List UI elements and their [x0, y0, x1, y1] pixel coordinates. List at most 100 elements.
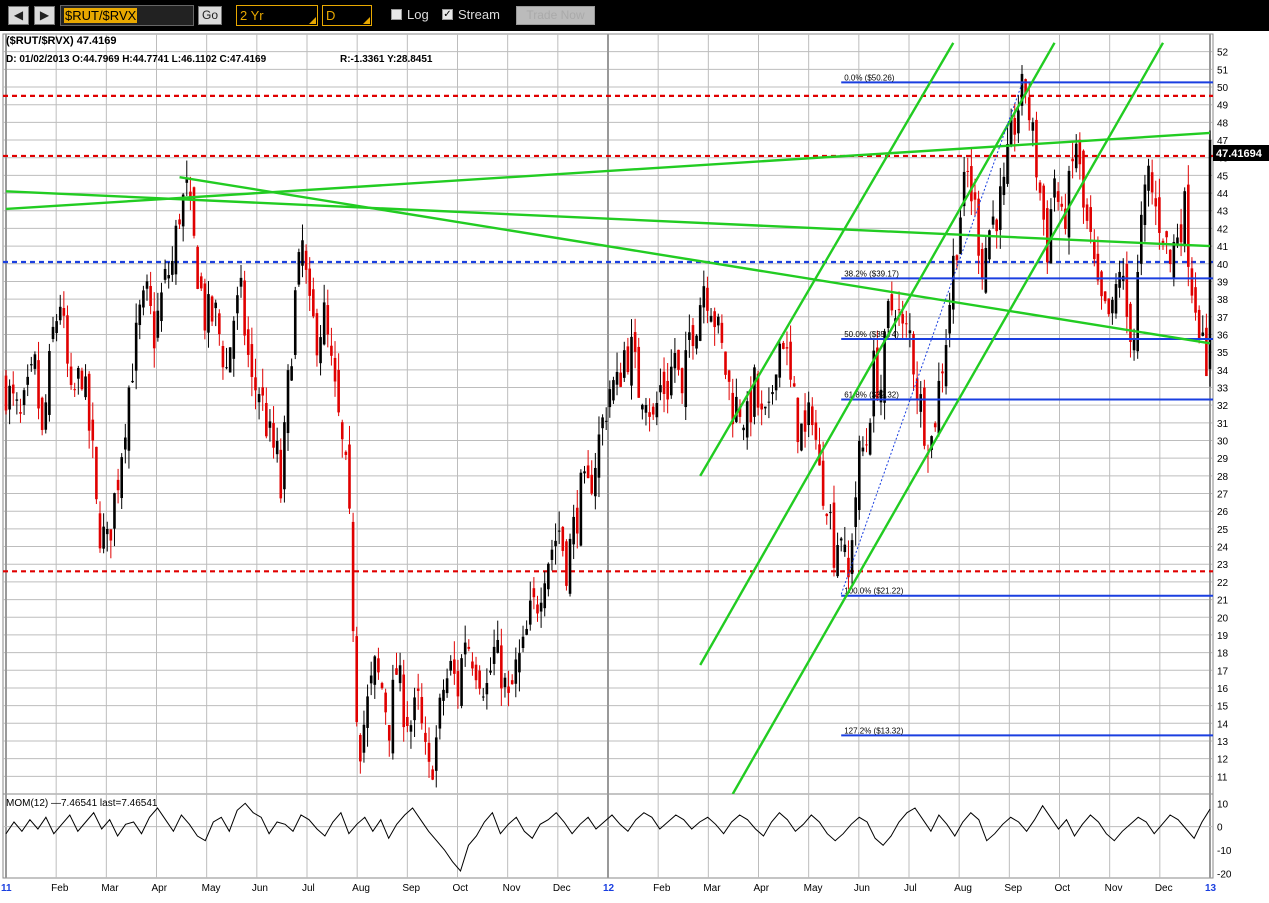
candle-body [1172, 241, 1176, 279]
candle-body [431, 769, 434, 780]
y-tick-label: 31 [1217, 419, 1229, 430]
log-label: Log [407, 7, 429, 22]
candle-body [507, 686, 510, 693]
candle-body [1064, 208, 1067, 229]
candle-body [532, 588, 536, 598]
candle-body [630, 336, 633, 386]
candle-body [77, 368, 80, 379]
y-tick-label: 19 [1217, 631, 1229, 642]
stream-checkbox[interactable]: ✓ [442, 9, 453, 20]
symbol-input[interactable]: $RUT/$RVX [60, 5, 194, 26]
candle-body [626, 346, 630, 373]
y-tick-label: 41 [1217, 242, 1229, 253]
frequency-select[interactable]: D [322, 5, 372, 26]
candle-body [214, 302, 218, 309]
candle-body [58, 306, 62, 321]
candle-body [189, 191, 192, 199]
price-chart-svg: 0.0% ($50.26) 38.2% ($39.17) 50.0% ($35.74… [0, 31, 1269, 898]
candle-body [481, 696, 485, 698]
candle-body [1031, 122, 1035, 131]
candle-body [1107, 298, 1111, 315]
candle-body [594, 467, 597, 497]
candle-body [865, 444, 868, 446]
forward-button[interactable]: ▶ [34, 6, 55, 25]
y-tick-label: 28 [1217, 472, 1229, 483]
candle-body [601, 417, 604, 429]
candle-body [62, 308, 66, 316]
candle-body [1197, 309, 1201, 339]
trade-now-button[interactable]: Trade Now [516, 6, 595, 25]
candle-body [518, 653, 521, 673]
x-tick-label: Jun [854, 883, 870, 894]
candle-body [583, 471, 586, 474]
candle-body [666, 380, 669, 400]
candle-body [731, 392, 735, 425]
candle-body [528, 600, 532, 625]
y-tick-label: 37 [1217, 313, 1229, 324]
y-tick-label: 29 [1217, 454, 1229, 465]
candle-body [37, 360, 40, 409]
candle-body [510, 680, 514, 685]
candle-body [283, 422, 286, 490]
candle-body [514, 659, 518, 684]
last-price-label: 47.41694 [1216, 148, 1263, 160]
candle-body [30, 364, 33, 366]
candle-body [1006, 143, 1009, 184]
candle-body [944, 345, 948, 387]
candle-body [648, 412, 651, 417]
y-tick-label: 15 [1217, 702, 1229, 713]
candle-body [1017, 110, 1020, 134]
candle-body [568, 538, 572, 594]
candle-body [995, 219, 998, 232]
candle-body [550, 549, 554, 560]
candle-body [1183, 191, 1186, 246]
candle-body [351, 521, 355, 632]
y-tick-label: 14 [1217, 719, 1229, 730]
candle-body [897, 309, 901, 311]
candle-body [1114, 284, 1118, 314]
candle-body [1136, 271, 1139, 352]
back-button[interactable]: ◀ [8, 6, 29, 25]
y-tick-label: 39 [1217, 277, 1229, 288]
candle-body [290, 366, 293, 381]
candles [4, 65, 1212, 788]
candle-body [984, 248, 988, 293]
candle-body [359, 734, 362, 762]
candle-body [181, 194, 185, 227]
y-tick-label: 24 [1217, 543, 1229, 554]
y-tick-label: 16 [1217, 684, 1229, 695]
candle-body [453, 659, 456, 674]
fib-level-label: 0.0% ($50.26) [844, 73, 895, 82]
candle-body [1190, 268, 1194, 296]
mom-tick-label: -10 [1217, 846, 1232, 857]
candle-body [225, 367, 228, 369]
candle-body [340, 422, 344, 440]
y-tick-label: 45 [1217, 171, 1229, 182]
candle-body [257, 394, 261, 403]
fibonacci-retracement: 0.0% ($50.26) 38.2% ($39.17) 50.0% ($35.74… [841, 73, 1213, 737]
candle-body [879, 389, 883, 403]
period-select[interactable]: 2 Yr [236, 5, 318, 26]
candle-body [160, 292, 163, 322]
candle-body [51, 326, 55, 340]
candle-body [1089, 207, 1092, 232]
candle-body [847, 557, 850, 578]
candle-body [651, 406, 655, 415]
candle-body [131, 380, 134, 383]
candle-body [369, 675, 373, 684]
candle-body [98, 513, 102, 549]
candle-body [232, 320, 236, 359]
candle-body [829, 512, 832, 514]
candle-body [923, 387, 926, 446]
candle-body [196, 246, 199, 289]
candle-body [1067, 170, 1071, 238]
log-checkbox[interactable] [391, 9, 402, 20]
go-button[interactable]: Go [198, 6, 222, 25]
candle-body [876, 347, 879, 399]
candle-body [868, 422, 872, 455]
y-tick-label: 30 [1217, 437, 1229, 448]
candle-body [644, 404, 648, 413]
candle-body [1129, 303, 1132, 342]
trendline [5, 190, 1211, 248]
candle-body [713, 311, 716, 328]
